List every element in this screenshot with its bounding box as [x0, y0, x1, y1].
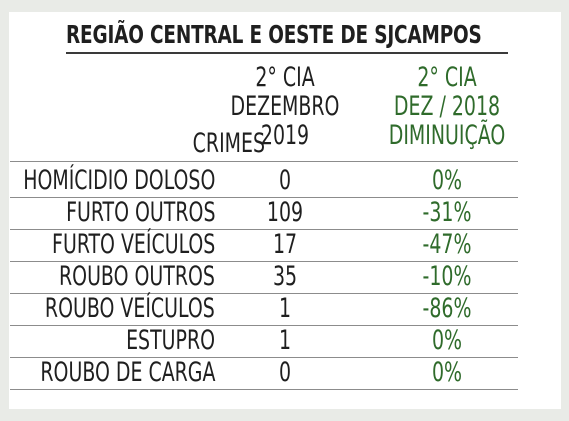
crime-reduction: -86%	[422, 293, 472, 324]
row-separator	[10, 229, 518, 230]
crime-reduction: -47%	[422, 229, 472, 260]
col2-header-line-3: DIMINUIÇÃO	[388, 120, 506, 151]
crime-count: 1	[278, 293, 292, 324]
crime-name: ROUBO DE CARGA	[39, 357, 215, 388]
crime-reduction: 0%	[431, 165, 463, 196]
table-row: HOMÍCIDIO DOLOSO 0 0%	[0, 165, 569, 197]
crime-name: FURTO OUTROS	[65, 197, 215, 228]
header-separator	[10, 161, 518, 162]
row-separator	[10, 389, 518, 390]
crime-reduction: -31%	[422, 197, 472, 228]
col2-header-line-2: DEZ / 2018	[393, 91, 501, 122]
crime-name: FURTO VEÍCULOS	[51, 229, 215, 260]
row-separator	[10, 197, 518, 198]
table-card	[9, 12, 561, 409]
crime-count: 0	[278, 165, 292, 196]
table-row: ESTUPRO 1 0%	[0, 325, 569, 357]
crime-name: HOMÍCIDIO DOLOSO	[22, 165, 215, 196]
table-row: ROUBO VEÍCULOS 1 -86%	[0, 293, 569, 325]
row-separator	[10, 261, 518, 262]
col1-header-line-2: DEZEMBRO	[230, 91, 340, 122]
title-underline	[66, 52, 508, 54]
crime-reduction: 0%	[431, 357, 463, 388]
crime-name: ESTUPRO	[126, 325, 215, 356]
table-title: REGIÃO CENTRAL E OESTE DE SJCAMPOS	[66, 20, 482, 49]
december-2019-column-header: 2° CIA DEZEMBRO 2019	[230, 62, 340, 151]
crime-reduction: 0%	[431, 325, 463, 356]
table-row: ROUBO OUTROS 35 -10%	[0, 261, 569, 293]
row-separator	[10, 357, 518, 358]
crime-count: 35	[272, 261, 298, 292]
crime-count: 17	[272, 229, 298, 260]
table-row: FURTO OUTROS 109 -31%	[0, 197, 569, 229]
crime-reduction: -10%	[422, 261, 472, 292]
crimes-column-header: CRIMES	[125, 129, 265, 158]
crime-count: 109	[266, 197, 304, 228]
col2-header-line-1: 2° CIA	[417, 62, 477, 93]
col1-header-line-1: 2° CIA	[255, 62, 315, 93]
table-row: ROUBO DE CARGA 0 0%	[0, 357, 569, 389]
crime-name: ROUBO OUTROS	[59, 261, 215, 292]
crime-name: ROUBO VEÍCULOS	[45, 293, 215, 324]
reduction-column-header: 2° CIA DEZ / 2018 DIMINUIÇÃO	[381, 63, 514, 150]
col1-header-line-3: 2019	[260, 120, 310, 151]
crime-count: 1	[278, 325, 292, 356]
table-row: FURTO VEÍCULOS 17 -47%	[0, 229, 569, 261]
row-separator	[10, 325, 518, 326]
crime-count: 0	[278, 357, 292, 388]
crimes-header-label: CRIMES	[192, 128, 265, 159]
row-separator	[10, 293, 518, 294]
